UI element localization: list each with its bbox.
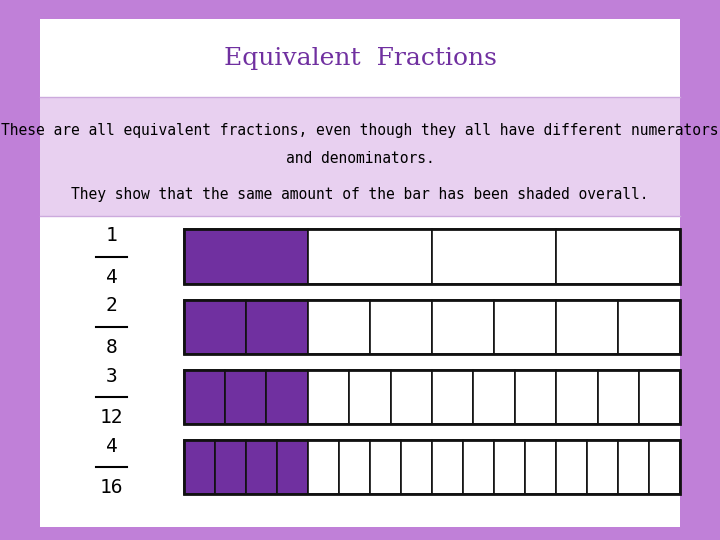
Bar [349, 370, 390, 424]
Bar [225, 370, 266, 424]
Bar [494, 300, 556, 354]
Bar [390, 370, 432, 424]
Bar [184, 440, 215, 494]
Bar [184, 300, 680, 354]
Bar [432, 230, 557, 284]
Bar [556, 370, 598, 424]
Bar [618, 300, 680, 354]
Text: 8: 8 [106, 338, 117, 357]
Bar [308, 300, 370, 354]
Bar [556, 440, 588, 494]
Bar [370, 300, 432, 354]
Bar [40, 19, 680, 526]
Bar [525, 440, 556, 494]
Bar [598, 370, 639, 424]
Bar [432, 370, 474, 424]
Bar [184, 370, 225, 424]
Text: 4: 4 [106, 268, 117, 287]
Bar [246, 440, 276, 494]
Text: 16: 16 [100, 478, 123, 497]
Bar [639, 370, 680, 424]
Bar [339, 440, 370, 494]
Bar [494, 440, 525, 494]
Bar [184, 370, 680, 424]
Bar [246, 300, 307, 354]
Bar [308, 440, 339, 494]
Bar [474, 370, 515, 424]
Bar [649, 440, 680, 494]
Text: 12: 12 [100, 408, 123, 427]
Text: Equivalent  Fractions: Equivalent Fractions [224, 46, 496, 70]
Bar [308, 230, 432, 284]
Bar [432, 440, 463, 494]
Bar [215, 440, 246, 494]
Text: These are all equivalent fractions, even though they all have different numerato: These are all equivalent fractions, even… [1, 123, 719, 138]
Bar [370, 440, 401, 494]
Text: and denominators.: and denominators. [286, 152, 434, 166]
Bar [618, 440, 649, 494]
Bar [184, 230, 307, 284]
Bar [556, 230, 680, 284]
Text: 4: 4 [106, 437, 117, 456]
Text: 3: 3 [106, 367, 117, 386]
Bar [463, 440, 494, 494]
Bar [184, 440, 680, 494]
Bar [40, 19, 680, 97]
Bar [588, 440, 618, 494]
Bar [515, 370, 556, 424]
Text: 2: 2 [106, 296, 117, 315]
Bar [276, 440, 307, 494]
Bar [266, 370, 307, 424]
Bar [184, 300, 246, 354]
Bar [432, 300, 494, 354]
Bar [556, 300, 618, 354]
Text: 1: 1 [106, 226, 117, 245]
Bar [308, 370, 349, 424]
Bar [401, 440, 432, 494]
Text: They show that the same amount of the bar has been shaded overall.: They show that the same amount of the ba… [71, 187, 649, 202]
Bar [40, 97, 680, 216]
Bar [184, 230, 680, 284]
